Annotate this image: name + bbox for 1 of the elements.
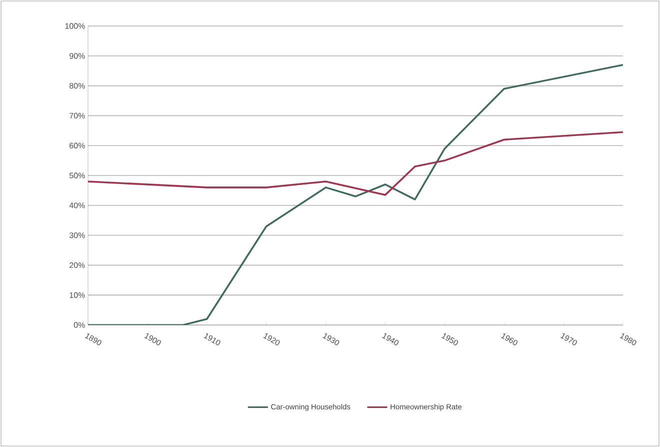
line-series <box>88 131 623 196</box>
